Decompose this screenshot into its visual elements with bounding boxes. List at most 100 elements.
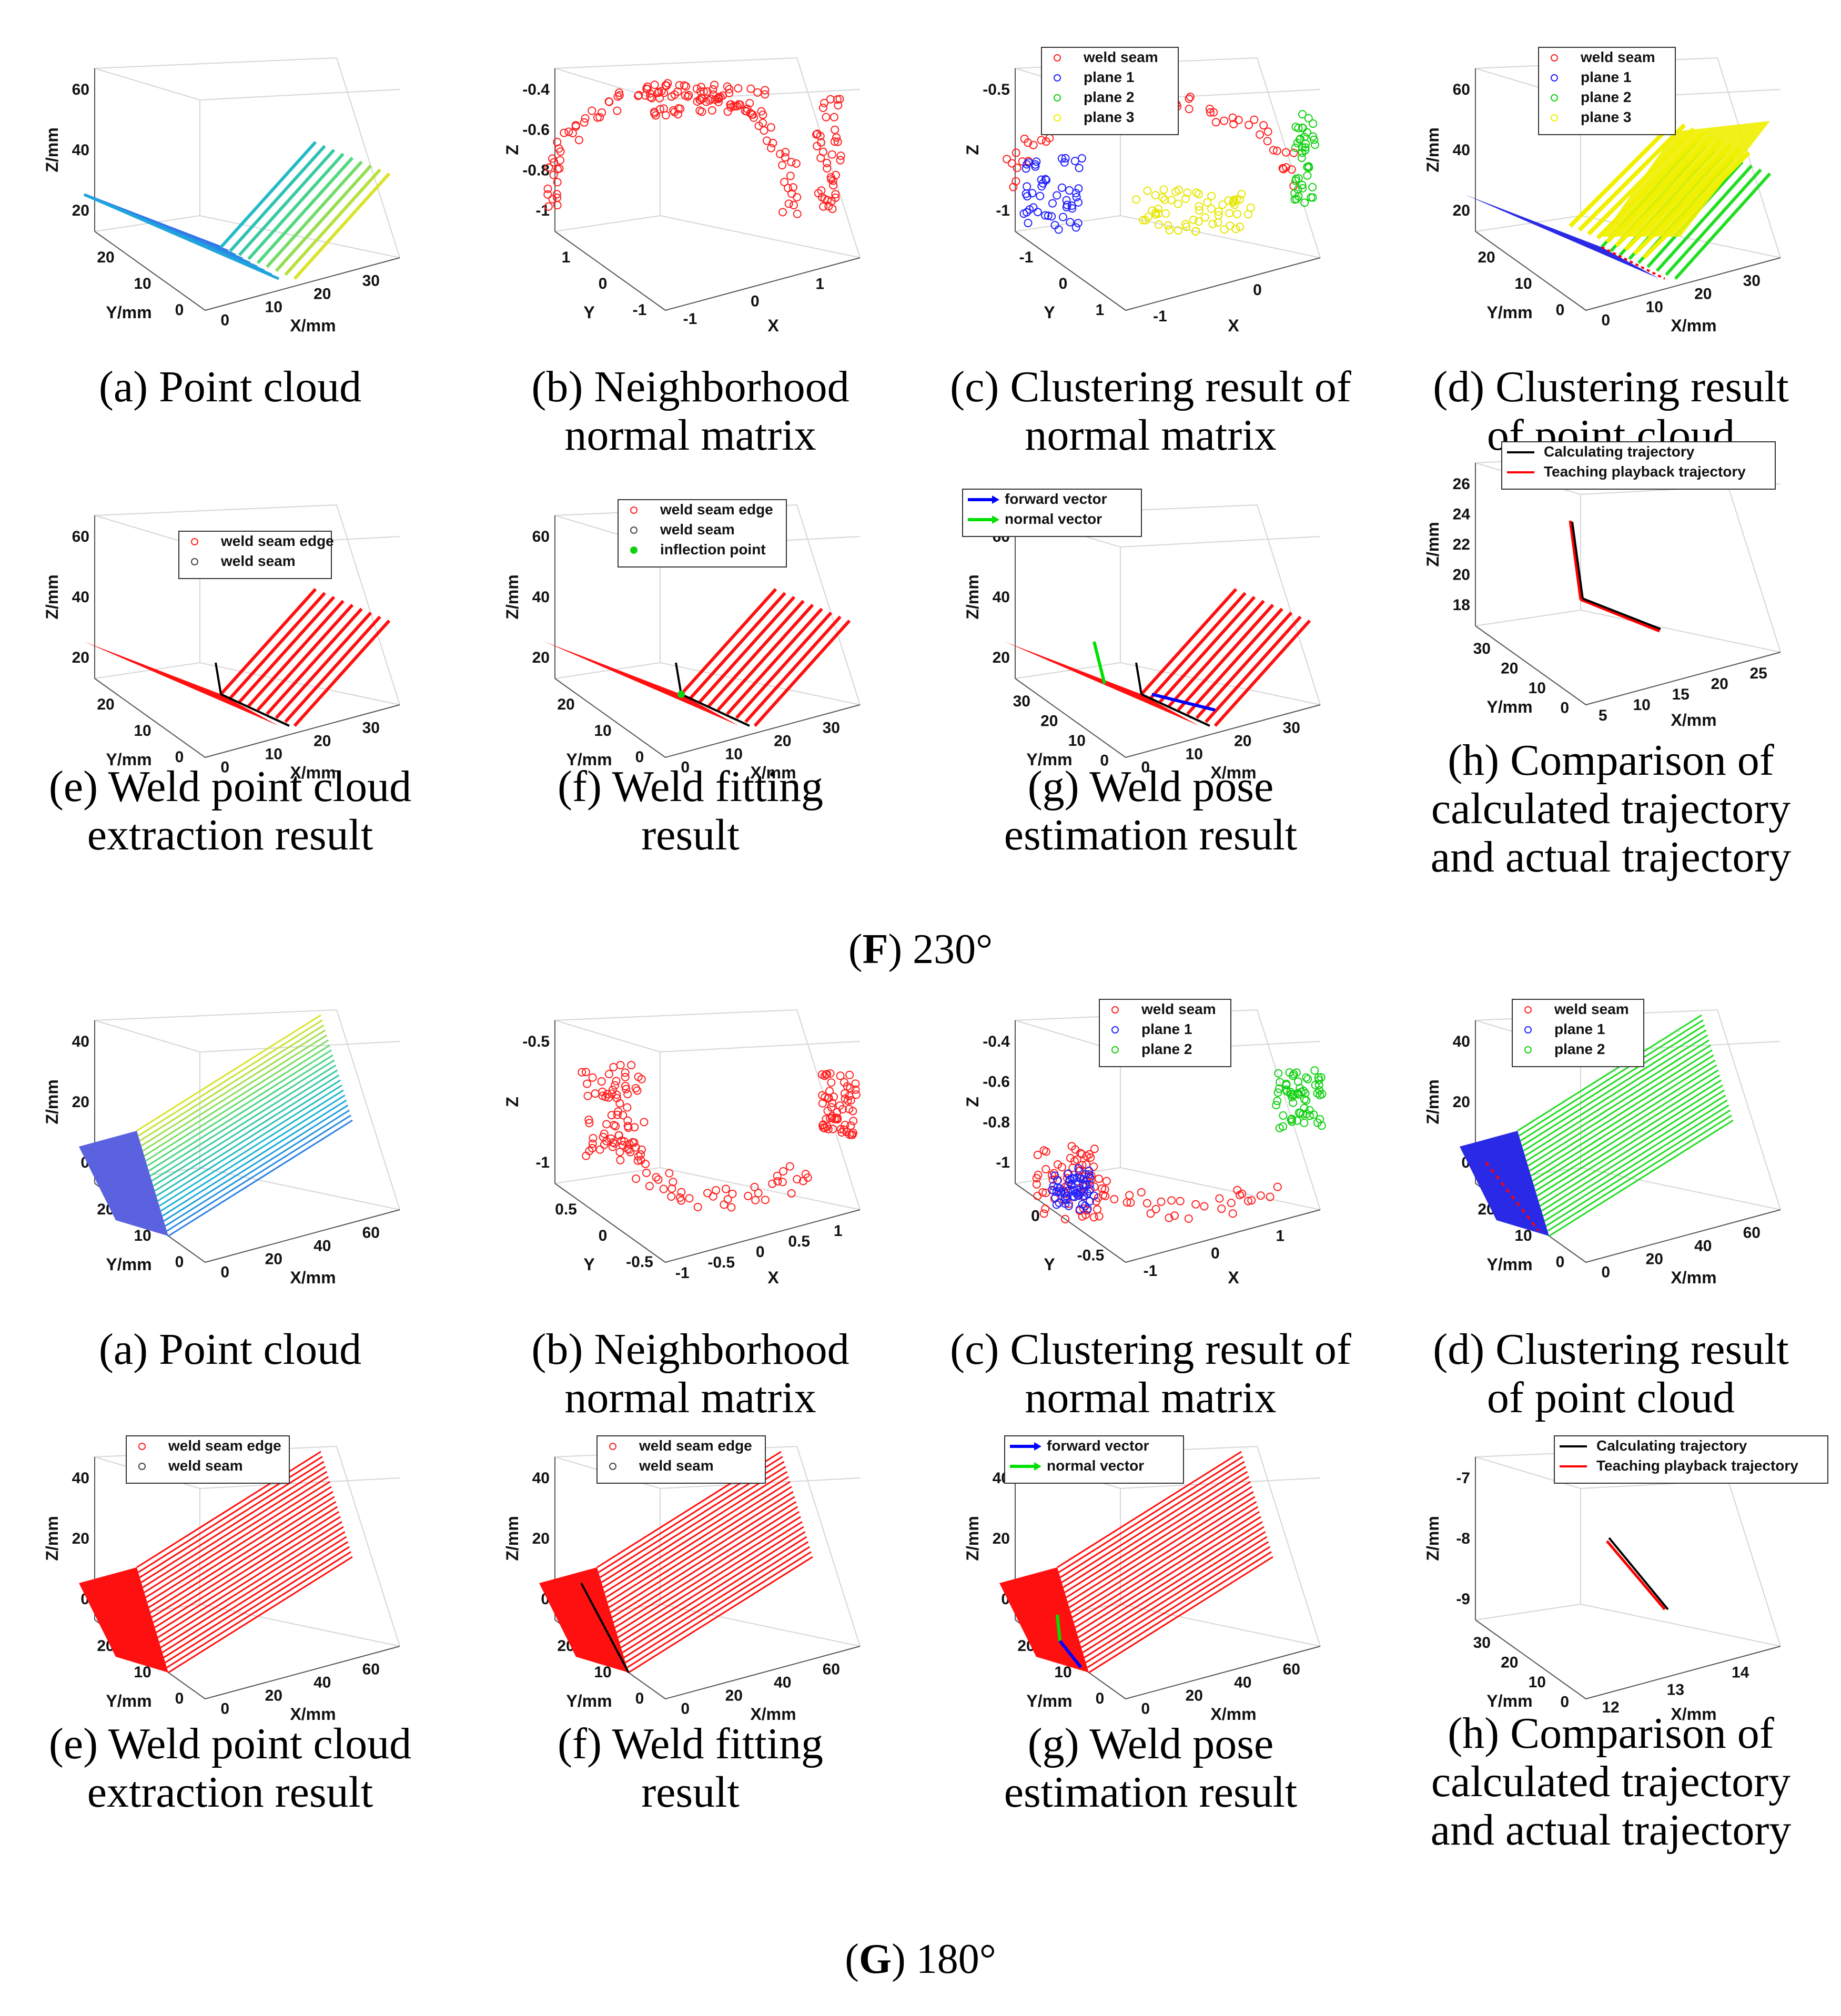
normal-point (754, 1189, 763, 1198)
normal-point (798, 1177, 807, 1186)
plane1-point (1071, 189, 1080, 198)
scan-line (1059, 1461, 1245, 1578)
plane1-point (1067, 1180, 1076, 1189)
normal-point (840, 1078, 849, 1087)
x-axis-label: X/mm (290, 316, 336, 335)
normal-point (675, 1193, 684, 1202)
y-axis-label: Y/mm (566, 1691, 612, 1710)
plane1-point (1066, 218, 1075, 227)
plane3-point (1195, 206, 1204, 215)
caption-f-b: (b) Neighborhood normal matrix (531, 362, 849, 460)
plane3-point (1214, 207, 1223, 216)
normal-point (816, 154, 825, 163)
scan-line (159, 1089, 344, 1207)
legend-arrow-head (992, 515, 999, 524)
x-tick-label: 20 (1694, 286, 1712, 303)
scan-line (1541, 1095, 1726, 1212)
z-tick-label: 22 (1453, 536, 1470, 553)
scan-line (611, 1501, 797, 1618)
normal-point (768, 138, 777, 147)
plane2-point (1305, 1111, 1314, 1120)
weld-seam-point (1157, 1197, 1166, 1206)
z-axis-label: Z/mm (43, 1079, 62, 1124)
x-tick-label: 0 (220, 1700, 229, 1718)
x-tick-label: 0 (1601, 1264, 1610, 1281)
normal-point (633, 1156, 642, 1165)
plane3-point (1195, 202, 1203, 211)
z-tick-label: 40 (993, 589, 1010, 606)
plane2-point (1300, 198, 1309, 207)
y-tick-label: 0 (175, 748, 184, 766)
weld-seam-point (1200, 1202, 1209, 1211)
scan-line (142, 1471, 328, 1588)
plane2-point (1317, 1073, 1326, 1082)
plot-g-f: 40 20 0 20 10 0 0 20 40 60 Z/mm Y/mm X/mm weld seam e… (460, 1425, 920, 1751)
y-axis-label: Y/mm (106, 1255, 151, 1274)
plot-g-b: -0.5 -1 0.5 0 -0.5 -1 -0.5 0 0.5 1 Z Y X (460, 989, 920, 1315)
normal-point (578, 1068, 586, 1077)
y-tick-label: 10 (1068, 732, 1086, 749)
weld-seam-point (1236, 1191, 1245, 1200)
normal-point (838, 1105, 847, 1113)
scan-line (1058, 1456, 1243, 1573)
plane2-point (1309, 1110, 1318, 1119)
y-tick-label: -0.5 (1077, 1247, 1105, 1264)
z-axis-label: Z (503, 145, 522, 155)
normal-point (832, 133, 841, 142)
x-tick-label: 0 (1253, 281, 1262, 299)
left-plane (1005, 642, 1199, 726)
normal-point (659, 104, 668, 113)
caption-g-h: (h) Comparison of calculated trajectory an… (1430, 1709, 1792, 1855)
axis-floor-grid (554, 1167, 861, 1210)
panel-g-b: -0.5 -1 0.5 0 -0.5 -1 -0.5 0 0.5 1 Z Y X (b) Neighbo… (460, 989, 920, 1478)
normal-point (604, 1093, 613, 1102)
normal-point (555, 164, 564, 173)
weld-seam-point (1272, 146, 1281, 155)
right-scan-line (275, 164, 372, 272)
normal-point (823, 1122, 832, 1131)
legend-label: plane 1 (1581, 69, 1631, 85)
right-scan-line (744, 615, 842, 723)
z-tick-label: 40 (532, 1470, 550, 1487)
normal-point (793, 209, 802, 218)
plane3-point (1181, 220, 1190, 229)
plane1-point (1079, 1191, 1088, 1200)
normal-point (634, 1072, 643, 1081)
weld-seam-line (681, 693, 750, 727)
normal-point (729, 102, 738, 110)
weld-seam-point (1227, 1199, 1236, 1208)
weld-seam-point (1095, 1174, 1104, 1183)
plane3-point (1191, 227, 1200, 236)
x-tick-label: 0 (756, 1243, 765, 1261)
normal-point (840, 1089, 849, 1098)
plane1-point (1058, 183, 1067, 192)
scan-line (145, 1044, 330, 1162)
z-tick-label: 20 (1453, 202, 1470, 219)
z-tick-label: -0.5 (983, 81, 1010, 98)
z-tick-label: -0.6 (522, 121, 550, 139)
normal-point (548, 154, 557, 163)
normal-point (845, 1091, 854, 1100)
right-scan-line (1205, 615, 1302, 723)
normal-point (827, 175, 836, 184)
normal-point (651, 111, 660, 120)
normal-point (697, 94, 706, 103)
plane2-point (1300, 1118, 1309, 1127)
legend-label: forward vector (1047, 1437, 1149, 1454)
weld-seam-point (1095, 1212, 1104, 1221)
normal-point (571, 122, 580, 131)
plane1-point (1036, 191, 1045, 200)
scan-line (149, 1496, 335, 1613)
teaching-trajectory (1569, 520, 1582, 600)
legend-marker (1524, 1006, 1532, 1014)
y-tick-label: 10 (134, 275, 151, 292)
plane3-point (1164, 221, 1172, 230)
legend-box (126, 1435, 290, 1484)
legend-marker (1054, 54, 1061, 62)
normal-point (552, 190, 561, 199)
plane1-point (1057, 154, 1066, 163)
normal-point (787, 1189, 796, 1198)
axis-floor-front (1015, 231, 1321, 311)
weld-seam-point (1229, 119, 1238, 128)
normal-point (595, 1145, 604, 1154)
